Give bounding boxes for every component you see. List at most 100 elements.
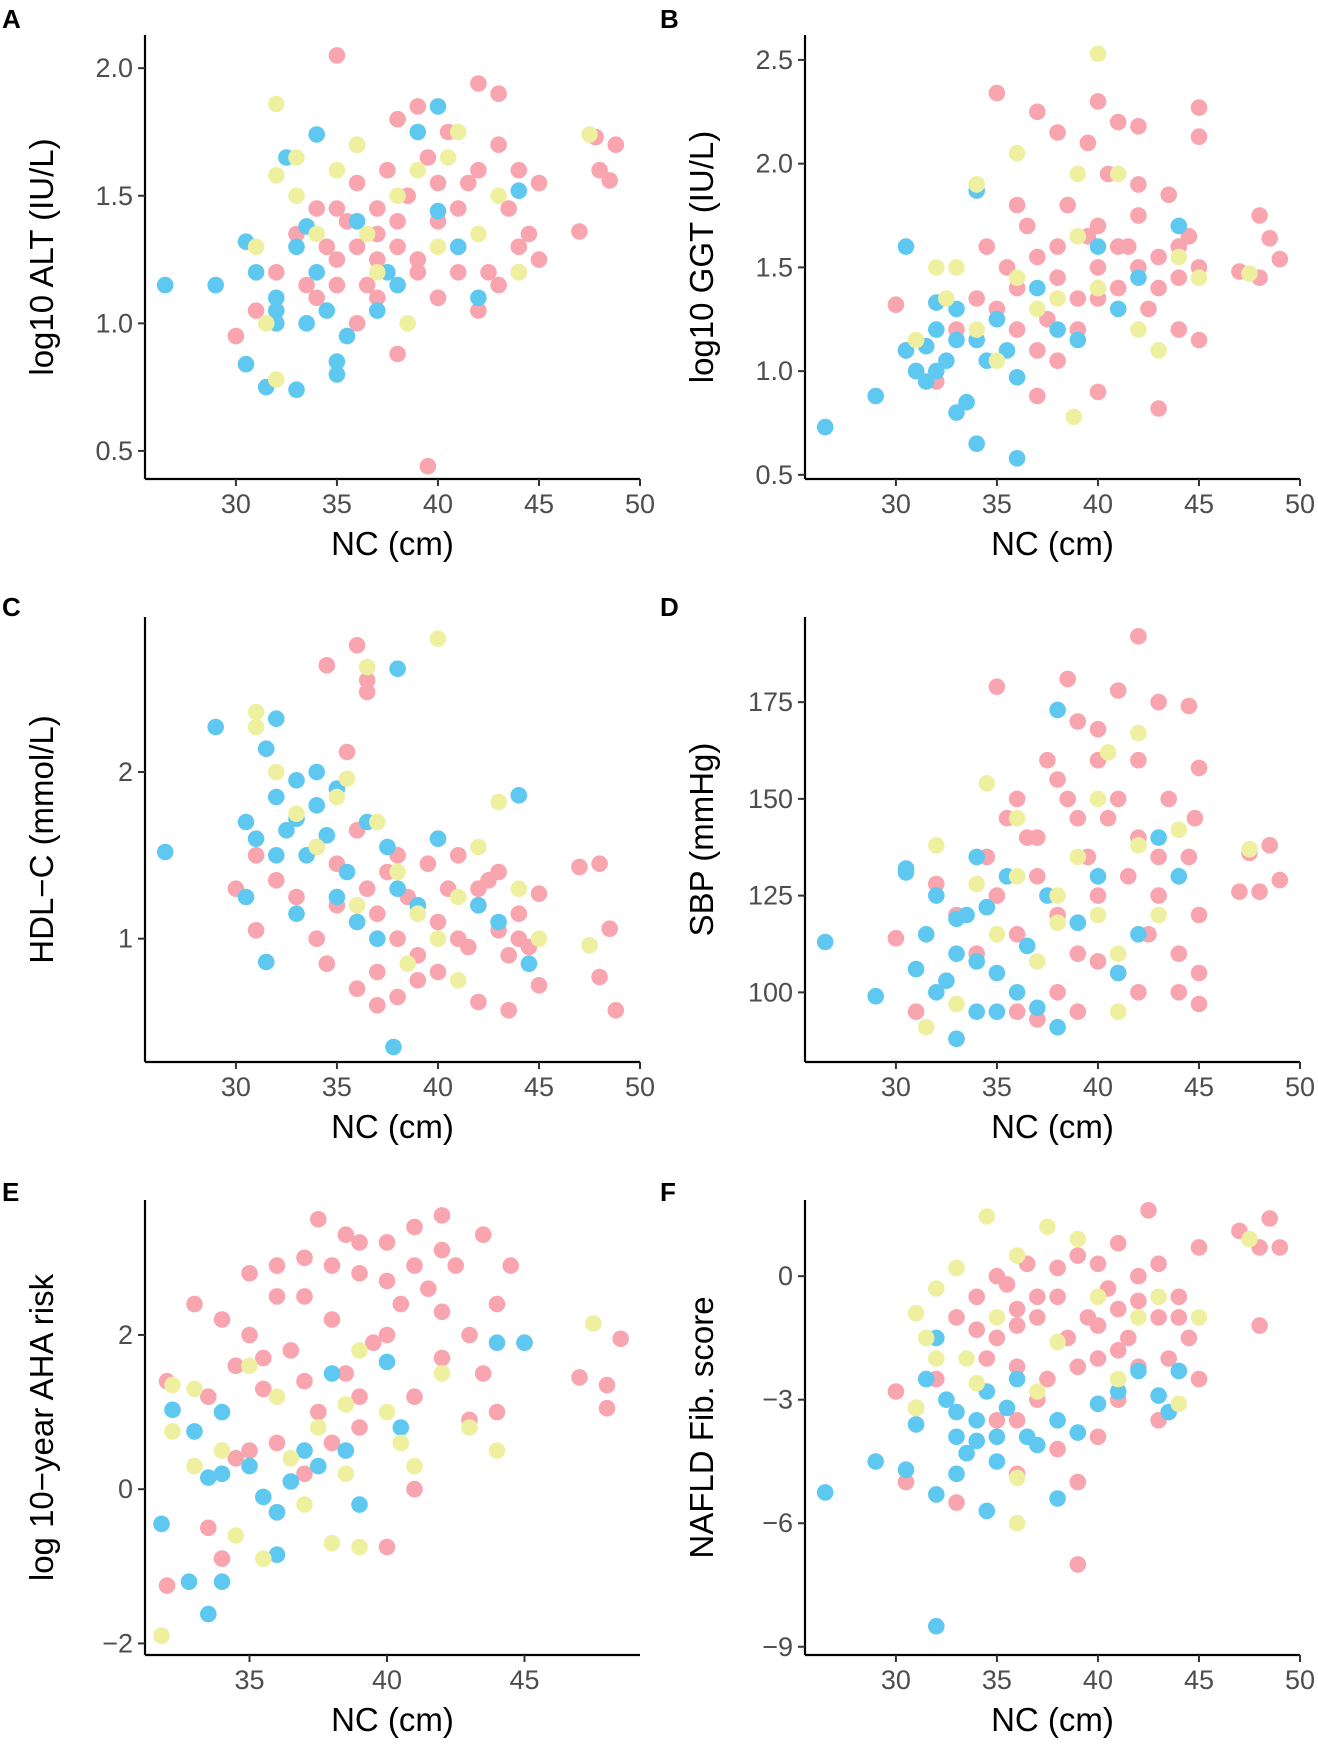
data-point-yellow	[399, 315, 417, 332]
data-point-yellow	[1049, 914, 1066, 931]
data-point-yellow	[928, 1280, 945, 1297]
x-axis-title: NC (cm)	[991, 525, 1114, 562]
data-point-yellow	[392, 1434, 410, 1452]
y-tick-label: 0	[778, 1261, 793, 1291]
data-point-yellow	[247, 238, 265, 256]
data-point-pink	[1059, 790, 1076, 808]
data-point-blue	[928, 362, 945, 380]
data-point-blue	[308, 264, 326, 281]
y-tick-label: 0.5	[95, 436, 133, 466]
data-point-blue	[207, 718, 224, 736]
data-point-pink	[268, 264, 285, 281]
data-point-pink	[1170, 1288, 1188, 1306]
panel-letter: F	[660, 1177, 676, 1207]
x-tick-label: 45	[509, 1665, 539, 1695]
data-point-pink	[1261, 837, 1278, 854]
data-point-blue	[968, 848, 985, 866]
data-point-yellow	[337, 1396, 355, 1413]
data-point-pink	[409, 264, 427, 281]
data-points	[153, 1207, 629, 1644]
data-points	[156, 630, 625, 1056]
data-point-blue	[816, 1484, 834, 1501]
data-point-pink	[968, 1288, 985, 1306]
data-point-pink	[308, 200, 326, 217]
data-point-blue	[917, 926, 935, 943]
data-point-pink	[449, 847, 467, 864]
data-point-blue	[958, 906, 975, 924]
data-point-pink	[907, 1003, 925, 1020]
data-point-blue	[1109, 1383, 1127, 1400]
data-point-pink	[310, 1403, 327, 1421]
data-point-pink	[186, 1295, 203, 1313]
data-point-blue	[268, 1504, 286, 1521]
x-tick-label: 30	[221, 1072, 251, 1102]
data-point-pink	[1261, 230, 1278, 247]
data-point-pink	[460, 174, 477, 192]
data-point-blue	[328, 353, 346, 370]
data-point-blue	[948, 300, 965, 318]
data-point-pink	[607, 1002, 625, 1019]
x-axis-title: NC (cm)	[331, 1701, 454, 1738]
data-point-blue	[429, 202, 447, 220]
data-point-blue	[385, 1038, 402, 1056]
x-tick-label: 40	[372, 1665, 402, 1695]
x-tick-label: 45	[524, 1072, 554, 1102]
data-point-pink	[247, 847, 265, 864]
data-point-yellow	[490, 793, 507, 811]
data-point-pink	[488, 1403, 506, 1421]
data-point-pink	[520, 225, 538, 243]
data-point-yellow	[968, 176, 985, 193]
data-point-yellow	[1008, 1247, 1026, 1264]
data-point-blue	[1049, 701, 1066, 719]
data-point-yellow	[968, 321, 985, 338]
y-axis-title: SBP (mmHg)	[683, 743, 720, 937]
panel-letter: E	[2, 1177, 19, 1207]
data-point-yellow	[153, 1627, 170, 1644]
x-tick-label: 35	[234, 1665, 264, 1695]
data-point-blue	[429, 98, 447, 115]
data-point-pink	[998, 259, 1016, 276]
data-point-blue	[389, 276, 406, 294]
data-point-blue	[520, 955, 538, 972]
data-point-pink	[1089, 887, 1107, 904]
data-point-yellow	[948, 259, 965, 276]
data-point-pink	[247, 302, 265, 319]
data-point-pink	[948, 1494, 965, 1511]
data-point-pink	[500, 200, 517, 217]
data-point-pink	[406, 1388, 423, 1405]
data-point-pink	[1049, 269, 1066, 287]
data-point-yellow	[227, 1527, 245, 1544]
data-point-yellow	[1170, 248, 1188, 266]
data-point-yellow	[288, 187, 305, 205]
data-point-pink	[1130, 628, 1147, 645]
data-point-yellow	[348, 897, 366, 914]
data-point-pink	[213, 1550, 231, 1567]
y-tick-label: 2	[118, 757, 133, 787]
data-point-pink	[378, 1272, 396, 1290]
y-tick-label: 1.0	[95, 308, 133, 338]
data-point-pink	[1008, 1412, 1026, 1429]
data-point-pink	[318, 955, 336, 972]
data-point-blue	[1170, 1362, 1188, 1380]
data-point-pink	[598, 1399, 616, 1417]
data-point-pink	[591, 968, 608, 986]
data-point-yellow	[409, 161, 427, 179]
data-point-pink	[1261, 1210, 1278, 1227]
data-point-pink	[1140, 300, 1157, 318]
data-point-pink	[571, 858, 588, 876]
data-point-blue	[379, 838, 396, 856]
data-point-blue	[156, 843, 174, 861]
data-point-pink	[1039, 310, 1056, 328]
data-point-pink	[392, 1295, 410, 1313]
data-point-blue	[351, 1496, 368, 1513]
data-point-blue	[337, 1442, 355, 1459]
data-point-blue	[968, 1412, 985, 1429]
data-point-pink	[1109, 279, 1127, 297]
data-point-yellow	[1130, 1309, 1147, 1326]
data-point-pink	[369, 200, 386, 217]
data-point-pink	[1186, 809, 1204, 827]
data-point-blue	[928, 321, 945, 338]
data-point-pink	[200, 1519, 217, 1537]
data-point-pink	[1008, 1358, 1026, 1376]
data-point-pink	[1089, 1255, 1107, 1273]
